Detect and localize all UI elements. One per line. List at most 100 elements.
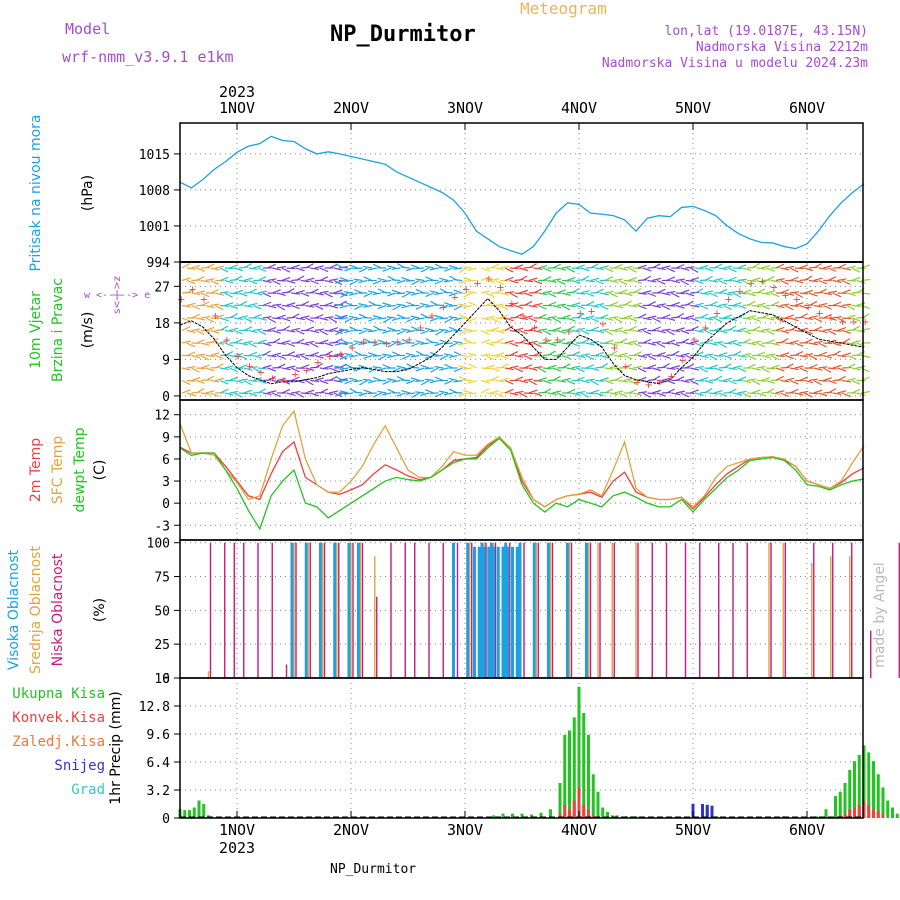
wind-barb xyxy=(305,277,315,282)
wind-barb xyxy=(300,315,310,319)
wind-barb xyxy=(732,279,742,284)
wind-gust-marker: + xyxy=(268,374,276,385)
wind-barb xyxy=(319,267,329,273)
wind-barb xyxy=(628,304,638,308)
wind-barb xyxy=(823,391,833,394)
wind-ylabel-1: 10m Vjetar xyxy=(28,291,44,369)
wind-barb xyxy=(770,342,780,347)
wind-barb xyxy=(377,304,387,310)
wind-barb xyxy=(794,365,804,369)
wind-barb xyxy=(504,267,514,273)
wind-barb xyxy=(295,267,305,272)
wind-gust-marker: + xyxy=(234,351,242,362)
wind-barb xyxy=(575,313,585,319)
wind-barb xyxy=(528,326,538,332)
wind-barb xyxy=(756,279,766,285)
wind-barb xyxy=(751,326,761,332)
wind-gust-marker: + xyxy=(473,278,481,289)
wind-barb xyxy=(576,304,585,310)
wind-barb xyxy=(229,354,239,358)
wind-barb xyxy=(253,304,262,310)
wind-barb xyxy=(310,392,319,397)
wind-barb xyxy=(286,287,295,294)
wind-barb xyxy=(694,365,704,369)
wind-barb xyxy=(329,390,339,394)
wind-barb xyxy=(453,340,463,344)
wind-barb xyxy=(495,279,504,285)
wind-barb xyxy=(468,317,477,323)
wind-barb xyxy=(210,366,220,369)
precip-total-bar xyxy=(563,734,567,818)
x-tick-bottom: 3NOV xyxy=(447,821,483,839)
wind-barb xyxy=(751,291,762,294)
wind-barb xyxy=(580,289,590,294)
wind-barb xyxy=(823,304,832,310)
wind-barb xyxy=(339,277,349,282)
wind-barb xyxy=(248,342,257,348)
wind-barb xyxy=(339,328,349,332)
wind-barb xyxy=(363,292,373,298)
wind-barb xyxy=(480,276,490,282)
wind-barb xyxy=(595,267,605,271)
wind-gust-marker: + xyxy=(781,290,789,301)
wind-barb xyxy=(837,317,846,323)
wind-barb xyxy=(267,317,276,323)
wind-barb xyxy=(751,317,761,322)
wind-barb xyxy=(295,338,305,344)
wind-gust-marker: + xyxy=(519,311,527,322)
wind-barb xyxy=(363,327,373,332)
wind-barb xyxy=(628,340,638,344)
wind-barb xyxy=(272,289,281,294)
wind-barb xyxy=(434,342,444,347)
wind-barb xyxy=(580,338,590,344)
wind-barb xyxy=(248,366,258,369)
wind-barb xyxy=(519,317,529,321)
wind-barb xyxy=(542,367,553,370)
wind-barb xyxy=(333,329,343,334)
wind-barb xyxy=(196,339,205,344)
wind-barb xyxy=(319,317,329,321)
wind-barb xyxy=(253,313,262,319)
wind-barb xyxy=(747,279,757,283)
wind-barb xyxy=(647,266,657,269)
wind-barb xyxy=(314,377,324,382)
wind-barb xyxy=(425,354,434,359)
wind-barb xyxy=(358,279,368,284)
wind-barb xyxy=(841,338,851,344)
precip-conv-bar xyxy=(577,787,581,818)
wind-barb xyxy=(504,388,514,394)
wind-barb xyxy=(238,354,248,360)
wind-barb xyxy=(359,379,368,386)
wind-gust-marker: + xyxy=(815,309,823,320)
wind-barb xyxy=(713,317,723,323)
wind-barb xyxy=(523,392,534,395)
wind-barb xyxy=(348,377,358,382)
wind-barb xyxy=(448,316,458,319)
wind-barb xyxy=(191,391,201,394)
wind-barb xyxy=(661,342,671,345)
wind-barb xyxy=(775,304,785,309)
wind-barb xyxy=(837,304,847,309)
wind-barb xyxy=(647,315,657,319)
wind-barb xyxy=(647,279,657,283)
wind-barb xyxy=(453,367,463,373)
precip-conv-bar xyxy=(867,804,871,818)
wind-barb xyxy=(823,328,833,332)
wind-barb xyxy=(439,390,449,394)
wind-barb xyxy=(633,302,643,307)
wind-barb xyxy=(528,389,538,394)
wind-gust-marker: + xyxy=(211,311,219,322)
wind-barb xyxy=(528,340,538,344)
wind-barb xyxy=(405,392,415,395)
wind-barb xyxy=(319,339,329,344)
wind-barb xyxy=(818,351,828,357)
wind-barb xyxy=(468,363,477,369)
wind-barb xyxy=(547,279,557,283)
wind-barb xyxy=(310,351,319,357)
wind-barb xyxy=(186,342,196,348)
wind-barb xyxy=(827,276,837,282)
wind-barb xyxy=(367,290,377,294)
wind-barb xyxy=(614,354,624,358)
wind-barb xyxy=(276,292,286,297)
wind-gust-marker: + xyxy=(291,370,299,381)
